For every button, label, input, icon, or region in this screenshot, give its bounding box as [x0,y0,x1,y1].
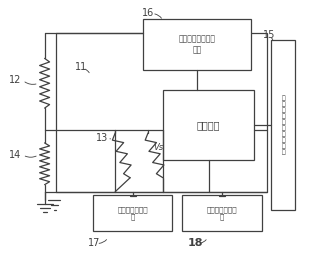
Bar [143,19,251,70]
Text: 方
框
流
量
计
阀
门
控
制
仪: 方 框 流 量 计 阀 门 控 制 仪 [281,95,285,155]
Text: 13: 13 [96,133,109,143]
Text: 14: 14 [9,150,21,160]
Text: 中频无线收发模
块: 中频无线收发模 块 [117,206,148,220]
Text: 18: 18 [188,238,203,248]
Text: 微控制器: 微控制器 [197,120,221,130]
Bar [182,195,262,231]
Bar [56,33,267,192]
Bar [271,41,295,209]
Text: 16: 16 [142,8,154,18]
Text: 11: 11 [76,62,88,72]
Bar [163,90,255,160]
Text: 高频无线收发模
块: 高频无线收发模 块 [207,206,237,220]
Text: 12: 12 [9,75,21,85]
Text: 15: 15 [263,29,276,39]
Text: 17: 17 [88,238,101,248]
Bar [93,195,172,231]
Text: Vs: Vs [153,143,163,152]
Text: 温湿度传感器取电
模块: 温湿度传感器取电 模块 [179,35,216,54]
